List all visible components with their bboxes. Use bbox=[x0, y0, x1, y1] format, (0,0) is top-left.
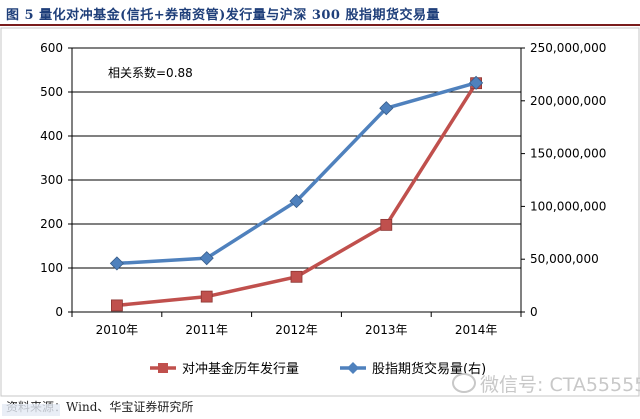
x-tick-label: 2011年 bbox=[185, 323, 228, 337]
left-tick-label: 100 bbox=[40, 261, 63, 275]
grid-lines bbox=[72, 47, 521, 269]
legend-marker-square bbox=[158, 363, 168, 373]
series-line-1 bbox=[116, 81, 477, 266]
data-point-square bbox=[200, 290, 213, 303]
legend-label: 对冲基金历年发行量 bbox=[182, 361, 299, 377]
left-tick-label: 400 bbox=[40, 129, 63, 143]
data-point-diamond bbox=[469, 75, 484, 90]
x-tick-label: 2014年 bbox=[455, 323, 498, 337]
left-tick-label: 200 bbox=[40, 217, 63, 231]
right-tick-label: 250,000,000 bbox=[530, 41, 606, 55]
right-tick-label: 200,000,000 bbox=[530, 94, 606, 108]
wechat-icon bbox=[452, 373, 476, 393]
figure-title: 图 5 量化对冲基金(信托+券商资管)发行量与沪深 300 股指期货交易量 bbox=[6, 8, 440, 23]
watermark: 微信号: CTA55555 bbox=[452, 370, 640, 397]
left-tick-labels: 0 100 200 300 400 500 600 bbox=[40, 41, 72, 319]
series-lines bbox=[109, 75, 484, 312]
data-point-diamond bbox=[379, 101, 394, 116]
left-tick-label: 0 bbox=[55, 305, 63, 319]
x-tick-labels: 2010年 2011年 2012年 2013年 2014年 bbox=[71, 312, 522, 337]
chart-frame bbox=[0, 27, 640, 397]
right-tick-label: 150,000,000 bbox=[530, 147, 606, 161]
x-tick-label: 2012年 bbox=[275, 323, 318, 337]
correlation-annotation: 相关系数=0.88 bbox=[108, 65, 193, 80]
left-tick-label: 500 bbox=[40, 85, 63, 99]
data-point-diamond bbox=[199, 251, 214, 266]
right-tick-label: 100,000,000 bbox=[530, 199, 606, 213]
legend-label: 股指期货交易量(右) bbox=[372, 361, 486, 377]
watermark-text: 微信号: CTA55555 bbox=[480, 374, 640, 396]
left-tick-label: 600 bbox=[40, 41, 63, 55]
data-point-square bbox=[290, 270, 303, 283]
data-point-square bbox=[111, 299, 123, 312]
x-tick-label: 2010年 bbox=[96, 323, 139, 337]
right-tick-label: 50,000,000 bbox=[530, 252, 599, 266]
right-tick-label: 0 bbox=[530, 305, 538, 319]
x-tick-label: 2013年 bbox=[365, 323, 408, 337]
corner-watermark-tag bbox=[2, 404, 60, 416]
left-tick-label: 300 bbox=[40, 173, 63, 187]
data-point-diamond bbox=[109, 256, 124, 271]
data-point-square bbox=[380, 218, 393, 231]
title-rule bbox=[0, 24, 640, 26]
data-point-diamond bbox=[289, 194, 304, 209]
legend: 对冲基金历年发行量 股指期货交易量(右) bbox=[150, 361, 486, 377]
right-tick-labels: 0 50,000,000 100,000,000 150,000,000 200,000… bbox=[521, 41, 606, 319]
legend-marker-diamond bbox=[347, 362, 359, 374]
